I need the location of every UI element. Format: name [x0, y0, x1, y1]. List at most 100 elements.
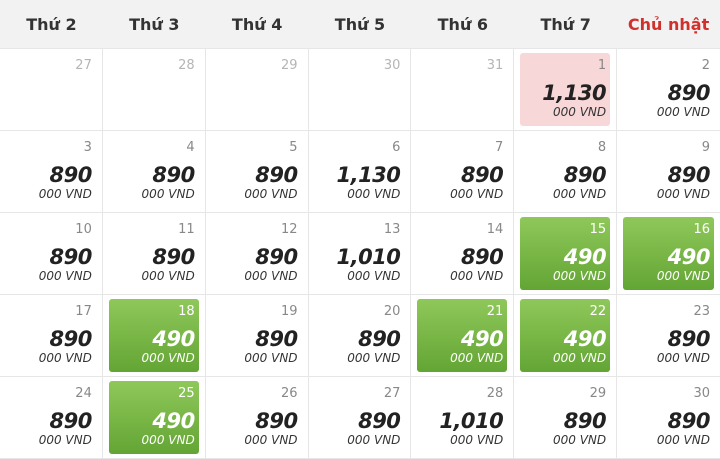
- fare-unit: 000 VND: [552, 351, 607, 365]
- day-number: 22: [589, 304, 607, 319]
- day-number: 21: [486, 304, 504, 319]
- lowest-fare-highlight: [520, 299, 611, 372]
- day-cell[interactable]: 28 1,010 000 VND: [411, 377, 515, 459]
- fare-price: 890: [563, 409, 607, 433]
- day-number: 15: [589, 222, 607, 237]
- fare-unit: 000 VND: [450, 187, 504, 201]
- day-cell[interactable]: 15 490 000 VND: [514, 213, 618, 295]
- fare-unit: 000 VND: [141, 187, 195, 201]
- fare-unit: 000 VND: [656, 105, 710, 119]
- day-cell[interactable]: 10 890 000 VND: [0, 213, 103, 295]
- fare-unit: 000 VND: [656, 351, 710, 365]
- day-number: 5: [289, 140, 298, 155]
- day-cell[interactable]: 9 890 000 VND: [617, 131, 720, 213]
- fare-unit: 000 VND: [656, 433, 710, 447]
- fare-price: 890: [255, 245, 298, 269]
- fare-price: 890: [667, 409, 711, 433]
- day-cell[interactable]: 4 890 000 VND: [102, 131, 206, 213]
- day-cell[interactable]: 16 490 000 VND: [617, 213, 720, 295]
- weekday-wednesday: Thứ 4: [231, 14, 283, 34]
- fare-unit: 000 VND: [552, 433, 607, 447]
- day-cell[interactable]: 23 890 000 VND: [617, 295, 720, 377]
- day-cell[interactable]: 19 890 000 VND: [205, 295, 309, 377]
- day-number: 14: [486, 222, 504, 237]
- fare-price: 890: [460, 163, 504, 187]
- fare-unit: 000 VND: [38, 269, 92, 283]
- day-number: 27: [75, 58, 92, 73]
- day-number: 20: [383, 304, 401, 319]
- fare-price: 890: [152, 163, 195, 187]
- fare-price: 890: [255, 163, 298, 187]
- day-cell[interactable]: 14 890 000 VND: [411, 213, 515, 295]
- fare-unit: 000 VND: [38, 433, 92, 447]
- day-number: 18: [178, 304, 195, 319]
- weekday-tuesday: Thứ 3: [129, 14, 180, 34]
- fare-price: 1,010: [336, 245, 401, 269]
- day-number: 10: [75, 222, 92, 237]
- day-cell[interactable]: 27 890 000 VND: [308, 377, 412, 459]
- weekday-sunday: Chủ nhật: [627, 14, 710, 34]
- day-number: 31: [486, 58, 504, 73]
- day-cell[interactable]: 2 890 000 VND: [617, 49, 720, 131]
- day-number: 3: [83, 140, 92, 155]
- weekday-saturday: Thứ 7: [540, 14, 591, 34]
- weekday-header: Thứ 2 Thứ 3 Thứ 4 Thứ 5 Thứ 6 Thứ 7 Chủ …: [0, 0, 720, 48]
- day-cell[interactable]: 1 1,130 000 VND: [514, 49, 618, 131]
- fare-price: 890: [667, 81, 711, 105]
- day-cell[interactable]: 12 890 000 VND: [205, 213, 309, 295]
- weekday-monday: Thứ 2: [26, 14, 77, 34]
- day-cell[interactable]: 17 890 000 VND: [0, 295, 103, 377]
- fare-price: 890: [667, 163, 711, 187]
- fare-price: 490: [563, 245, 607, 269]
- day-number: 2: [701, 58, 710, 73]
- fare-price: 1,130: [336, 163, 401, 187]
- day-cell[interactable]: 11 890 000 VND: [102, 213, 206, 295]
- day-number: 30: [383, 58, 401, 73]
- lowest-fare-highlight: [108, 381, 199, 454]
- day-number: 29: [589, 386, 607, 401]
- day-cell[interactable]: 30 890 000 VND: [617, 377, 720, 459]
- day-cell[interactable]: 6 1,130 000 VND: [308, 131, 412, 213]
- fare-unit: 000 VND: [552, 269, 607, 283]
- fare-unit: 000 VND: [244, 187, 298, 201]
- fare-unit: 000 VND: [347, 269, 401, 283]
- day-cell: 29: [205, 49, 309, 131]
- day-number: 30: [693, 386, 710, 401]
- weekday-thursday: Thứ 5: [334, 14, 386, 34]
- fare-unit: 000 VND: [347, 433, 401, 447]
- day-number: 1: [597, 58, 607, 73]
- fare-price: 890: [460, 245, 504, 269]
- fare-price: 890: [358, 327, 401, 351]
- day-cell[interactable]: 18 490 000 VND: [102, 295, 206, 377]
- day-number: 27: [383, 386, 401, 401]
- day-number: 13: [383, 222, 401, 237]
- day-cell[interactable]: 21 490 000 VND: [411, 295, 515, 377]
- day-cell[interactable]: 3 890 000 VND: [0, 131, 103, 213]
- day-cell[interactable]: 7 890 000 VND: [411, 131, 515, 213]
- day-number: 28: [486, 386, 504, 401]
- day-cell[interactable]: 22 490 000 VND: [514, 295, 618, 377]
- day-number: 26: [281, 386, 298, 401]
- day-cell[interactable]: 13 1,010 000 VND: [308, 213, 412, 295]
- day-cell: 30: [308, 49, 412, 131]
- day-cell[interactable]: 5 890 000 VND: [205, 131, 309, 213]
- day-number: 8: [597, 140, 607, 155]
- fare-unit: 000 VND: [244, 351, 298, 365]
- fare-price: 890: [255, 327, 298, 351]
- fare-price: 890: [152, 245, 195, 269]
- day-cell[interactable]: 26 890 000 VND: [205, 377, 309, 459]
- fare-price: 490: [460, 327, 504, 351]
- fare-price: 890: [358, 409, 401, 433]
- fare-price: 890: [49, 327, 93, 351]
- day-cell: 28: [102, 49, 206, 131]
- day-cell[interactable]: 8 890 000 VND: [514, 131, 618, 213]
- day-cell[interactable]: 29 890 000 VND: [514, 377, 618, 459]
- fare-price: 1,130: [542, 81, 607, 105]
- day-cell[interactable]: 25 490 000 VND: [102, 377, 206, 459]
- fare-unit: 000 VND: [656, 187, 710, 201]
- day-cell[interactable]: 24 890 000 VND: [0, 377, 103, 459]
- day-number: 25: [178, 386, 195, 401]
- day-cell[interactable]: 20 890 000 VND: [308, 295, 412, 377]
- lowest-fare-highlight: [108, 299, 199, 372]
- day-number: 19: [281, 304, 298, 319]
